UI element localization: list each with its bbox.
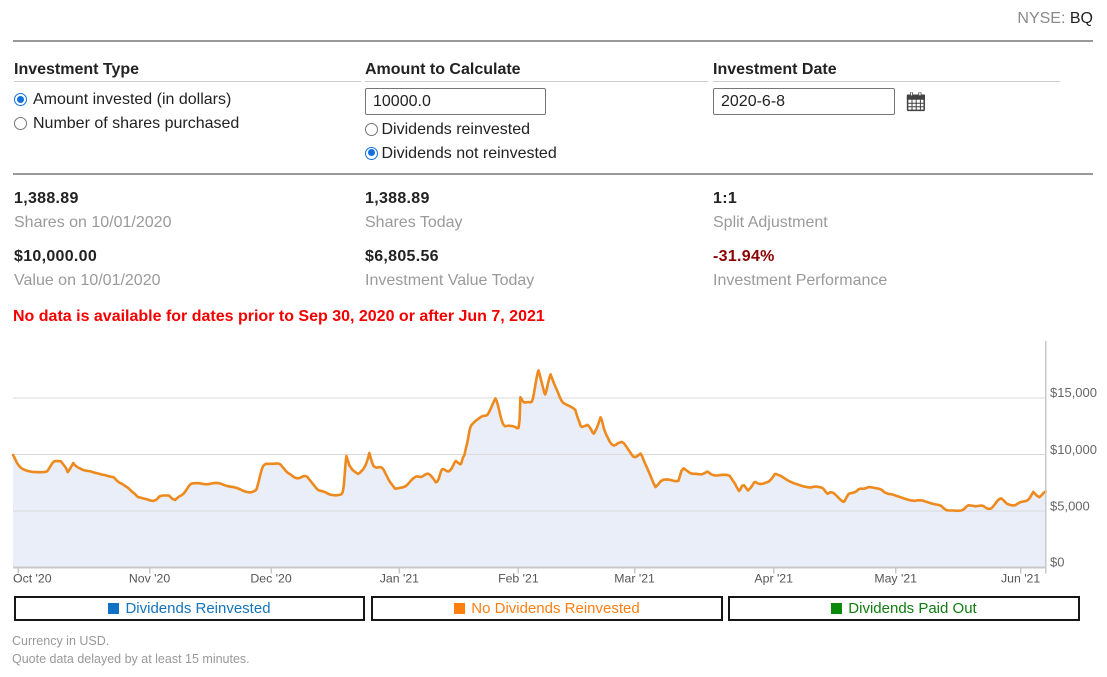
- svg-text:$10,000: $10,000: [1050, 442, 1097, 457]
- svg-text:Jun '21: Jun '21: [1001, 571, 1040, 585]
- svg-text:$5,000: $5,000: [1050, 499, 1090, 514]
- svg-text:Apr '21: Apr '21: [754, 571, 793, 585]
- svg-text:Nov '20: Nov '20: [129, 571, 170, 585]
- svg-text:Mar '21: Mar '21: [614, 571, 655, 585]
- svg-text:Dec '20: Dec '20: [250, 571, 291, 585]
- svg-text:$0: $0: [1050, 555, 1064, 570]
- svg-text:Feb '21: Feb '21: [498, 571, 539, 585]
- svg-text:Oct '20: Oct '20: [13, 571, 52, 585]
- svg-text:Jan '21: Jan '21: [380, 571, 419, 585]
- svg-text:May '21: May '21: [874, 571, 917, 585]
- svg-text:$15,000: $15,000: [1050, 385, 1097, 400]
